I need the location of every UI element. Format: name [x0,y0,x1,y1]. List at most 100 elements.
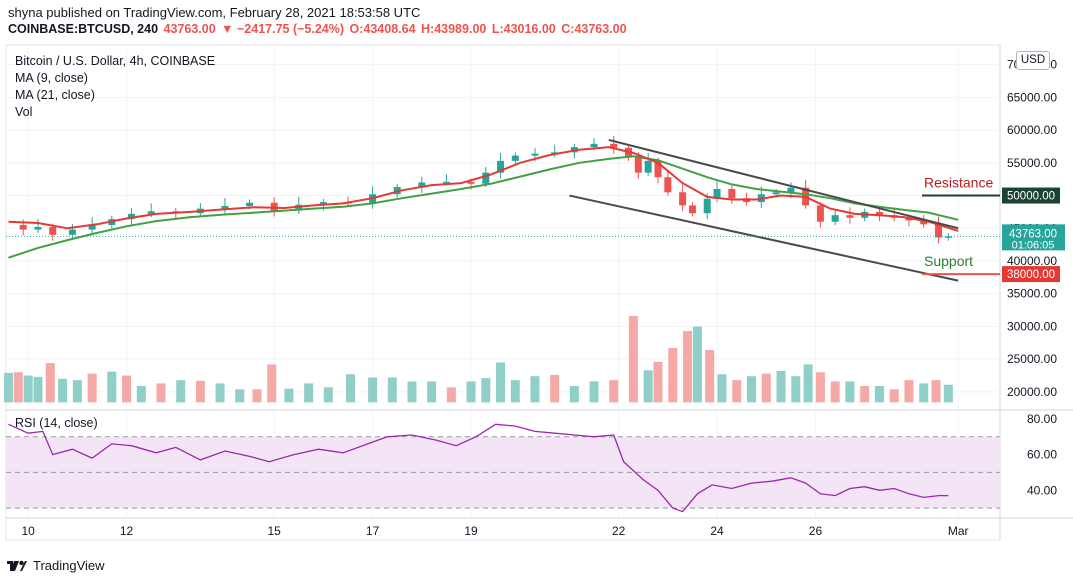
trendline [569,194,959,282]
candle-body [654,160,662,178]
ma9-line [8,146,959,232]
volume-bar [732,380,742,403]
volume-bar [550,374,560,403]
rsi-tick-label: 80.00 [1027,412,1057,426]
volume-bar [860,386,870,403]
volume-bar [668,348,678,403]
volume-bar [3,372,13,403]
volume-bar [215,383,225,403]
volume-bar [136,386,146,403]
candle-body [713,189,721,199]
volume-bar [569,386,579,403]
ma21-line [8,155,959,259]
candle-body [772,192,780,195]
time-tick-label: 24 [710,524,724,538]
volume-bar [510,380,520,403]
volume-bar [45,363,55,403]
currency-button[interactable]: USD [1016,51,1050,70]
volume-bar [23,375,33,403]
last-price-label: 43763.00 [1009,228,1057,240]
volume-bar [692,326,702,403]
ohlc-bar: COINBASE:BTCUSD, 240 43763.00 ▼ −2417.75… [8,22,629,36]
legend-ma9[interactable]: MA (9, close) [15,71,88,85]
candle-body [634,157,642,173]
volume-bar [496,362,506,403]
price-tick-label: 55000.00 [1007,156,1057,170]
volume-bar [87,373,97,403]
volume-bar [345,374,355,403]
volume-bar [72,380,82,403]
legend-vol[interactable]: Vol [15,105,33,119]
candle-body [846,215,854,218]
volume-bar [889,389,899,403]
volume-bar [830,381,840,403]
volume-bar [874,386,884,403]
volume-bar [13,372,23,403]
rsi-line [8,423,949,513]
volume-bar [904,380,914,403]
time-tick-label: Mar [948,524,969,538]
candle-body [728,189,736,199]
volume-bar [705,350,715,403]
candle-body [319,202,327,205]
volume-bar [815,372,825,403]
candle-body [221,206,229,209]
price-tick-label: 60000.00 [1007,123,1057,137]
volume-bar [931,380,941,403]
chart-legend: Bitcoin / U.S. Dollar, 4h, COINBASE MA (… [15,53,215,121]
legend-ma21[interactable]: MA (21, close) [15,88,95,102]
candle-body [679,192,687,206]
low-value: L:43016.00 [491,22,556,36]
volume-bar [156,383,166,403]
candle-body [944,236,952,238]
volume-bar [747,376,756,403]
volume-bar [589,381,599,403]
candle-body [590,143,598,148]
last-price: 43763.00 [163,22,216,36]
volume-bar [943,384,953,403]
price-tick-label: 65000.00 [1007,90,1057,104]
volume-bar [481,378,491,403]
support-label: Support [924,253,973,269]
rsi-tick-label: 60.00 [1027,448,1057,462]
volume-bar [284,388,294,403]
rsi-legend[interactable]: RSI (14, close) [15,416,98,430]
volume-bar [33,376,43,403]
footer[interactable]: TradingView [6,557,105,573]
candle-body [19,225,27,230]
volume-bar [235,389,245,403]
volume-bar [919,383,929,403]
candle-body [787,187,795,193]
candle-body [418,182,426,188]
volume-bar [176,380,186,403]
candle-body [49,226,57,235]
resistance-price-label: 50000.00 [1007,191,1055,203]
volume-bar [845,381,855,403]
price-tick-label: 30000.00 [1007,319,1057,333]
volume-bar [107,371,117,403]
volume-bar [683,331,693,403]
candle-body [511,155,519,161]
price-tick-label: 40000.00 [1007,254,1057,268]
candle-body [831,215,839,222]
countdown-label: 01:06:05 [1012,239,1055,251]
symbol-label: COINBASE:BTCUSD, 240 [8,22,159,36]
time-tick-label: 12 [120,524,134,538]
candle-body [875,211,883,216]
volume-bar [368,377,378,403]
candle-body [920,220,928,225]
time-tick-label: 19 [464,524,478,538]
candle-body [531,153,539,156]
candle-body [664,177,672,193]
time-tick-label: 22 [612,524,626,538]
time-tick-label: 15 [268,524,282,538]
volume-bar [653,361,663,403]
candle-body [644,160,652,173]
price-change: ▼ −2417.75 (−5.24%) [221,22,345,36]
time-tick-label: 10 [21,524,35,538]
resistance-price-tag [1002,187,1060,204]
candle-body [34,226,42,230]
time-tick-label: 17 [366,524,380,538]
trendline [608,138,959,230]
volume-bar [803,364,813,403]
